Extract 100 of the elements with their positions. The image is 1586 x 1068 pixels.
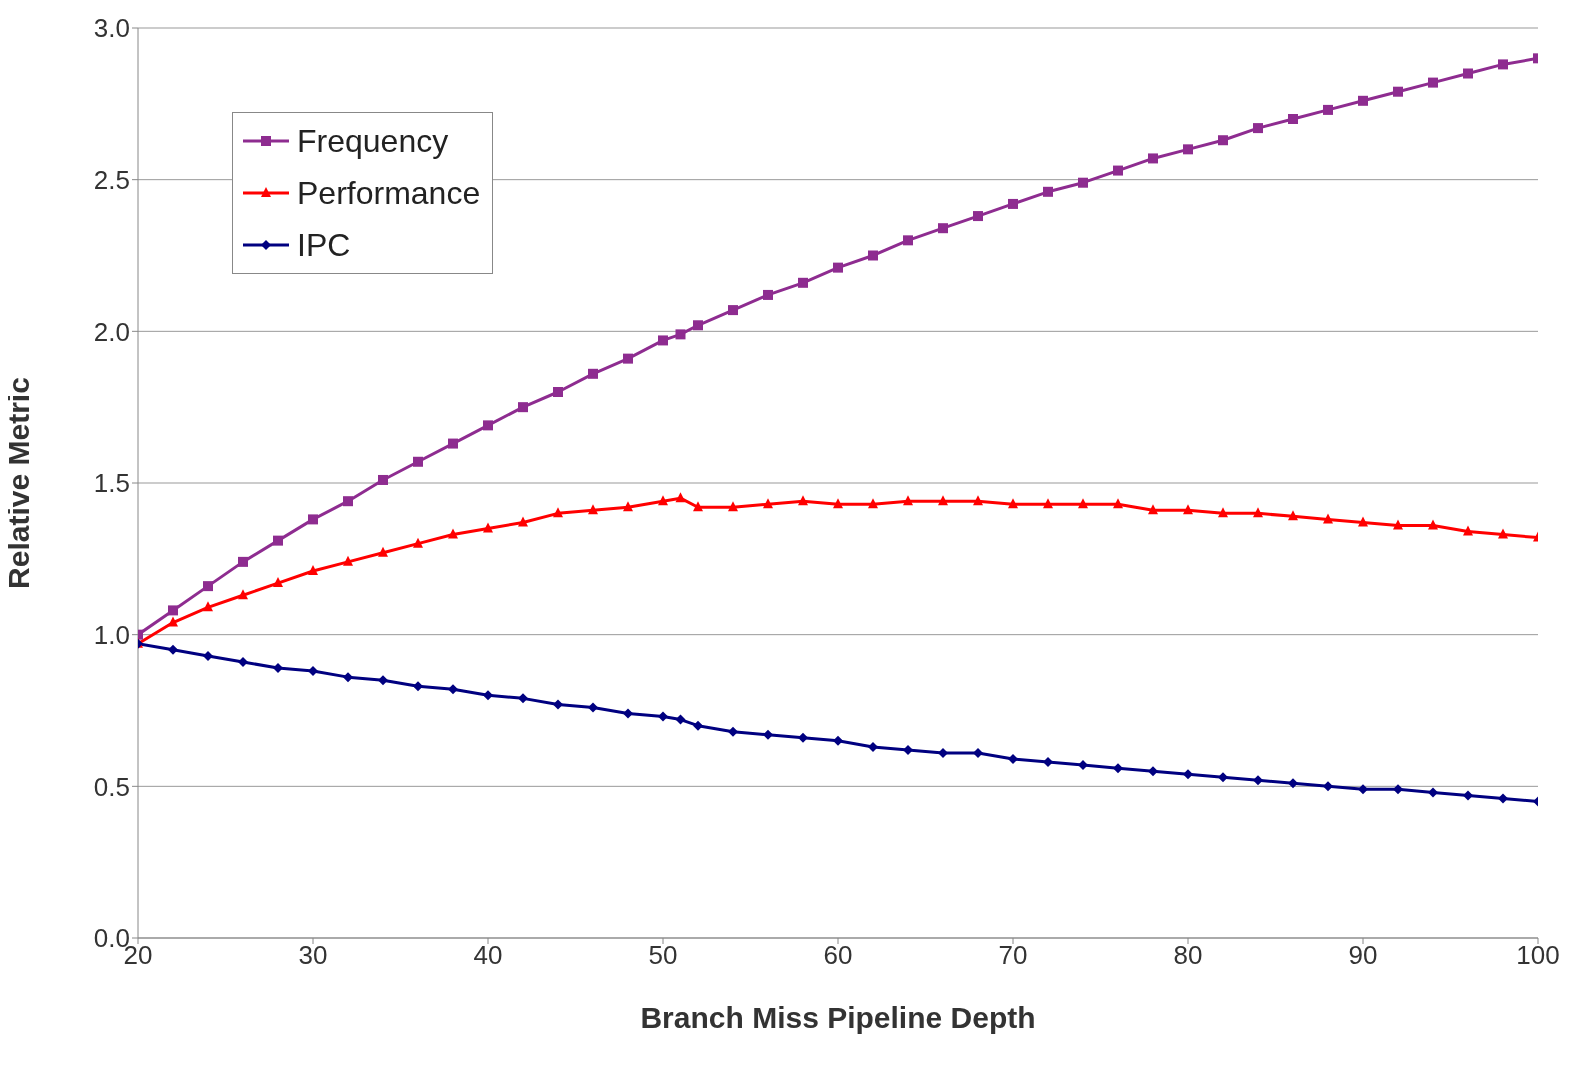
point (938, 495, 948, 506)
point (903, 235, 913, 246)
point (1288, 510, 1298, 521)
point (343, 672, 353, 683)
point (1043, 186, 1053, 197)
x-tick-label: 80 (1173, 940, 1203, 971)
point (588, 504, 598, 515)
point (903, 744, 913, 755)
point (938, 747, 948, 758)
x-tick-label: 100 (1516, 940, 1560, 971)
point (1393, 86, 1403, 97)
point (798, 732, 808, 743)
point (868, 498, 878, 509)
point (378, 675, 388, 686)
point (168, 616, 178, 627)
point (1008, 754, 1018, 765)
point (238, 656, 248, 667)
x-axis-title: Branch Miss Pipeline Depth (640, 1001, 1036, 1034)
point (308, 514, 318, 525)
point (1323, 104, 1333, 115)
x-tick-label: 70 (998, 940, 1028, 971)
point (798, 277, 808, 288)
point (203, 650, 213, 661)
point (973, 747, 983, 758)
point (1428, 77, 1438, 88)
point (658, 711, 668, 722)
point (308, 666, 318, 677)
y-tick-label: 1.0 (93, 619, 130, 650)
point (763, 498, 773, 509)
point (833, 262, 843, 273)
point (1393, 519, 1403, 530)
point (693, 720, 703, 731)
point (1428, 787, 1438, 798)
x-tick-label: 90 (1348, 940, 1378, 971)
point (203, 601, 213, 612)
point (343, 555, 353, 566)
point (1253, 123, 1263, 134)
point (763, 289, 773, 300)
point (203, 581, 213, 592)
y-tick-label: 2.0 (93, 316, 130, 347)
point (448, 684, 458, 695)
point (833, 498, 843, 509)
point (833, 735, 843, 746)
point (1358, 784, 1368, 795)
point (588, 702, 598, 713)
point (1148, 504, 1158, 515)
point (343, 496, 353, 507)
point (1148, 153, 1158, 164)
point (1358, 516, 1368, 527)
point (1428, 519, 1438, 530)
x-tick-label: 50 (648, 940, 678, 971)
y-tick-label: 0.5 (93, 771, 130, 802)
point (798, 495, 808, 506)
point (588, 368, 598, 379)
point (693, 320, 703, 331)
point (1113, 763, 1123, 774)
point (238, 589, 248, 600)
point (1218, 135, 1228, 146)
point (675, 714, 686, 725)
point (763, 729, 773, 740)
point (623, 708, 633, 719)
point (1323, 513, 1333, 524)
point (1288, 778, 1298, 789)
point (1078, 177, 1088, 188)
legend-label: Frequency (297, 122, 449, 161)
point (658, 495, 668, 506)
point (1463, 68, 1473, 79)
point (1498, 793, 1508, 804)
point (1183, 144, 1193, 155)
point (1463, 790, 1473, 801)
point (483, 420, 493, 431)
point (413, 456, 423, 467)
point (1008, 198, 1018, 209)
point (1253, 507, 1263, 518)
point (168, 605, 178, 616)
point (553, 387, 563, 397)
point (1113, 165, 1123, 176)
point (693, 501, 703, 512)
point (448, 438, 458, 449)
point (1113, 498, 1123, 509)
point (728, 726, 738, 737)
y-tick-label: 3.0 (93, 13, 130, 44)
legend-label: Performance (297, 174, 481, 213)
point (868, 250, 878, 261)
point (1183, 769, 1193, 780)
point (623, 353, 633, 364)
point (1358, 95, 1368, 106)
point (1008, 498, 1018, 509)
point (1323, 781, 1333, 792)
point (378, 474, 388, 485)
point (553, 699, 563, 710)
point (238, 556, 248, 567)
point (623, 501, 633, 512)
point (1288, 114, 1298, 124)
point (413, 537, 423, 548)
point (1078, 498, 1088, 509)
point (728, 501, 738, 512)
point (1253, 775, 1263, 786)
y-tick-label: 1.5 (93, 468, 130, 499)
point (1463, 525, 1473, 536)
